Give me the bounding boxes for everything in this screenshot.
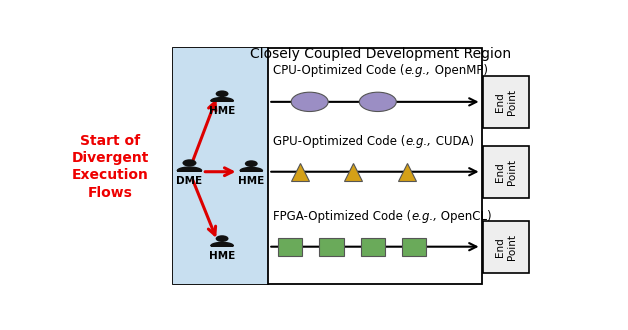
Text: End
Point: End Point xyxy=(495,159,517,185)
FancyBboxPatch shape xyxy=(173,49,482,283)
Text: DME: DME xyxy=(176,176,203,186)
Text: Start of
Divergent
Execution
Flows: Start of Divergent Execution Flows xyxy=(72,134,149,200)
Text: CPU-Optimized Code (: CPU-Optimized Code ( xyxy=(273,64,404,77)
Text: FPGA-Optimized Code (: FPGA-Optimized Code ( xyxy=(273,210,411,223)
Text: HME: HME xyxy=(209,251,236,261)
Circle shape xyxy=(183,159,197,167)
FancyBboxPatch shape xyxy=(483,146,529,198)
Circle shape xyxy=(291,92,328,112)
Polygon shape xyxy=(211,98,233,101)
Text: HME: HME xyxy=(238,176,264,186)
FancyBboxPatch shape xyxy=(483,76,529,128)
Text: End
Point: End Point xyxy=(495,89,517,115)
Text: e.g.,: e.g., xyxy=(404,64,431,77)
Text: End
Point: End Point xyxy=(495,234,517,260)
FancyBboxPatch shape xyxy=(173,49,268,283)
Text: Closely Coupled Development Region: Closely Coupled Development Region xyxy=(250,47,511,61)
FancyBboxPatch shape xyxy=(402,238,426,256)
Text: e.g.,: e.g., xyxy=(406,135,431,148)
FancyBboxPatch shape xyxy=(360,238,385,256)
Text: OpenMP): OpenMP) xyxy=(431,64,488,77)
Text: HME: HME xyxy=(209,106,236,116)
Text: e.g.,: e.g., xyxy=(411,210,438,223)
Polygon shape xyxy=(177,167,202,171)
Circle shape xyxy=(245,160,257,167)
Text: CUDA): CUDA) xyxy=(431,135,474,148)
Circle shape xyxy=(359,92,396,112)
Text: OpenCL): OpenCL) xyxy=(438,210,492,223)
FancyBboxPatch shape xyxy=(483,221,529,273)
Circle shape xyxy=(215,235,229,242)
Text: GPU-Optimized Code (: GPU-Optimized Code ( xyxy=(273,135,406,148)
Polygon shape xyxy=(240,167,263,171)
Polygon shape xyxy=(211,243,233,246)
FancyBboxPatch shape xyxy=(278,238,303,256)
Circle shape xyxy=(215,90,229,97)
FancyBboxPatch shape xyxy=(320,238,344,256)
